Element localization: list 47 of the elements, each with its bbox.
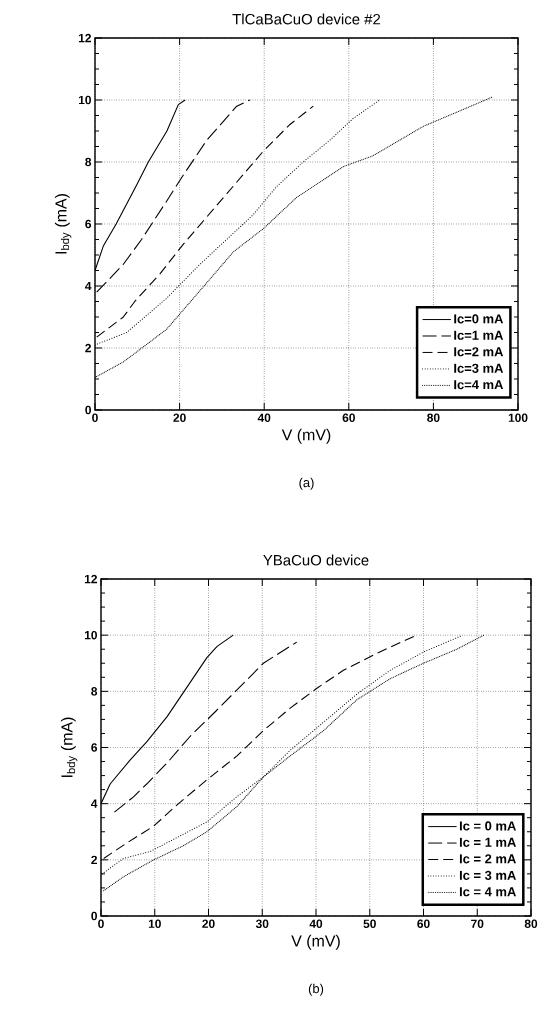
y-axis-title: I$_{bdy}$ (mA) bbox=[60, 717, 78, 777]
x-axis-title: V (mV) bbox=[291, 934, 340, 950]
chart-title: TlCaBaCuO device #2 bbox=[232, 13, 381, 25]
legend-label: Ic = 3 mA bbox=[459, 870, 516, 880]
x-tick-label: 60 bbox=[417, 919, 430, 928]
legend-label: Ic=2 mA bbox=[454, 347, 504, 357]
y-tick-label: 10 bbox=[84, 630, 97, 640]
legend-label: Ic=3 mA bbox=[454, 363, 504, 373]
chart-title: YBaCuO device bbox=[263, 554, 369, 566]
y-tick-label: 12 bbox=[78, 33, 91, 43]
line-series bbox=[113, 641, 298, 813]
y-tick-label: 6 bbox=[85, 219, 92, 229]
x-tick-label: 60 bbox=[342, 413, 355, 422]
x-tick-label: 20 bbox=[202, 919, 215, 928]
y-tick-label: 10 bbox=[78, 95, 91, 105]
y-tick-label: 4 bbox=[91, 799, 98, 808]
legend-label: Ic=4 mA bbox=[454, 380, 504, 390]
y-tick-label: 12 bbox=[84, 574, 97, 584]
y-tick-label: 8 bbox=[91, 687, 98, 696]
legend-label: Ic=1 mA bbox=[454, 330, 504, 340]
x-axis-title: V (mV) bbox=[281, 428, 331, 444]
x-tick-label: 40 bbox=[309, 919, 323, 928]
y-tick-label: 0 bbox=[85, 405, 91, 415]
y-tick-label: 4 bbox=[85, 281, 92, 291]
x-tick-label: 100 bbox=[508, 413, 528, 422]
y-tick-label: 2 bbox=[91, 855, 97, 865]
x-tick-label: 70 bbox=[471, 919, 484, 928]
x-tick-label: 80 bbox=[524, 919, 538, 928]
y-tick-label: 0 bbox=[91, 911, 97, 921]
y-axis-title: I$_{bdy}$ (mA) bbox=[54, 194, 72, 254]
x-tick-label: 0 bbox=[98, 919, 104, 928]
legend-label: Ic = 0 mA bbox=[459, 821, 516, 831]
x-tick-label: 30 bbox=[255, 919, 269, 929]
x-tick-label: 40 bbox=[257, 413, 271, 422]
legend-label: Ic=0 mA bbox=[454, 314, 504, 324]
text: (a) bbox=[299, 477, 314, 490]
x-tick-label: 20 bbox=[173, 413, 186, 422]
y-tick-label: 2 bbox=[85, 343, 91, 353]
legend-label: Ic = 2 mA bbox=[459, 854, 516, 864]
legend-label: Ic = 1 mA bbox=[459, 837, 516, 847]
x-tick-label: 50 bbox=[363, 919, 376, 928]
x-tick-label: 10 bbox=[148, 919, 161, 928]
x-tick-label: 80 bbox=[427, 413, 440, 422]
y-tick-label: 6 bbox=[91, 743, 98, 752]
text: (b) bbox=[308, 983, 324, 996]
legend-label: Ic = 4 mA bbox=[459, 887, 516, 897]
y-tick-label: 8 bbox=[85, 157, 92, 167]
